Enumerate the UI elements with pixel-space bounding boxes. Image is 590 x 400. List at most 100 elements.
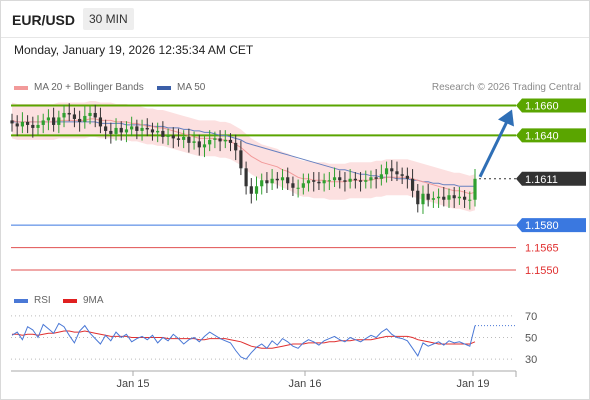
candle-body [114,127,118,134]
ma20-line [11,118,476,195]
candle-body [26,121,30,125]
candle-body [98,117,103,127]
chart-header: EUR/USD 30 MIN [1,1,589,38]
candle-body [57,117,61,125]
candle-body [312,180,316,182]
candle-body [239,150,243,169]
candle-body [41,120,45,125]
level-label-1.1640: 1.1640 [525,130,559,142]
candle-body [462,196,467,200]
candle-body [124,129,129,133]
ma50-swatch [157,85,171,90]
candle-body [280,177,285,181]
candle-body [93,112,97,118]
candle-body [156,130,160,133]
candle-body [260,180,264,187]
level-tag-pivot [516,218,586,233]
level-label-1.1611: 1.1611 [525,174,558,186]
candle-body [358,180,363,182]
candle-body [197,141,201,148]
level-label-1.1660: 1.1660 [525,100,559,112]
candle-body [306,180,311,184]
candle-body [62,112,66,118]
candle-body [109,130,113,134]
legend-ma20: MA 20 + Bollinger Bands [14,82,144,93]
level-tag-resistance [516,98,586,113]
candle-body [390,168,394,172]
rsi-line [11,322,476,360]
candle-body [161,130,165,137]
candle-body [104,126,108,131]
legend-ma50: MA 50 [157,82,205,93]
x-tick-label: Jan 15 [116,378,149,390]
ma50-legend-label: MA 50 [177,82,206,93]
rsi-tick-label: 30 [525,354,537,366]
datetime-label: Monday, January 19, 2026 12:35:34 AM CET [14,43,254,57]
candle-body [301,183,305,188]
candle-body [182,136,186,140]
candle-body [436,196,441,199]
candle-body [166,135,170,137]
candle-body [400,174,404,176]
candle-body [208,139,212,145]
candle-body [140,127,144,131]
candle-body [442,196,446,200]
candle-body [457,196,461,199]
rsi-tick-label: 50 [525,333,537,345]
candle-body [202,144,207,148]
ma20-legend-label: MA 20 + Bollinger Bands [34,82,144,93]
candle-body [426,193,430,200]
candle-body [223,139,227,142]
research-credit: Research © 2026 Trading Central [431,82,581,93]
candle-body [10,120,14,124]
candle-body [15,123,19,127]
candle-body [384,168,389,175]
candle-body [234,142,238,151]
candle-body [135,126,139,131]
candle-body [374,177,378,179]
candle-body [416,190,420,205]
candle-body [348,178,352,182]
candle-body [322,180,326,184]
candle-body [353,178,357,181]
candle-body [410,178,415,191]
candle-body [130,126,134,130]
ma20-swatch [14,85,28,90]
candle-body [150,129,155,133]
candle-body [36,124,40,128]
candle-body [119,127,123,133]
candle-body [473,178,477,200]
candle-body [78,118,82,122]
level-tag-current [516,171,586,186]
candle-body [46,117,51,121]
candle-body [192,141,196,143]
candle-body [332,177,337,181]
level-label-1.1550: 1.1550 [525,265,559,277]
candle-body [31,124,35,128]
rsi-tick-label: 70 [525,311,537,323]
candle-body [338,177,342,181]
ma50-line [12,121,475,187]
candle-body [228,139,233,143]
rsi-legend-label: RSI [34,295,51,306]
candle-body [447,195,451,200]
candle-body [364,180,368,182]
level-label-1.1565: 1.1565 [525,243,559,255]
projection-arrow-shaft [478,120,509,178]
candle-body [52,117,56,125]
candle-body [254,186,259,194]
candle-body [218,138,222,142]
candle-body [452,195,456,199]
candle-body [431,198,435,200]
candle-body [187,136,191,143]
candle-body [249,186,253,194]
candle-body [20,121,25,127]
candle-body [468,199,472,201]
candle-body [83,115,87,122]
candle-body [270,178,274,184]
x-tick-label: Jan 16 [288,378,321,390]
timeframe-button[interactable]: 30 MIN [83,8,134,30]
candle-body [405,175,409,179]
